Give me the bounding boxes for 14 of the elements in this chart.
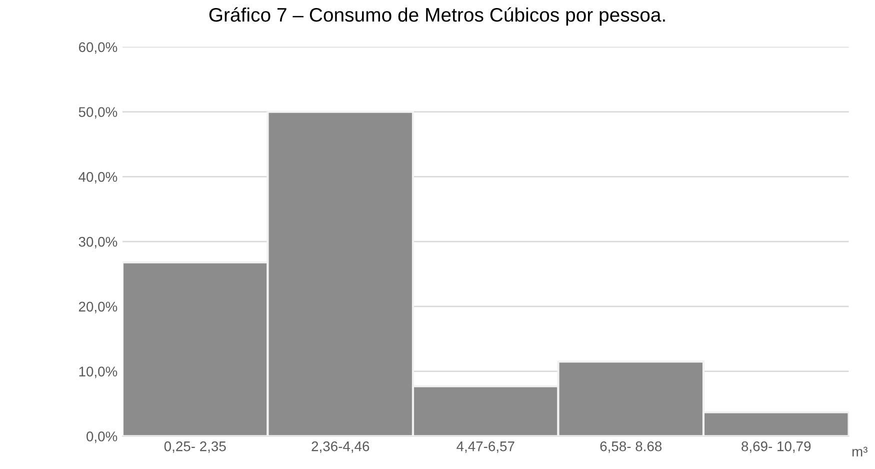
y-tick-label: 50,0% xyxy=(78,107,118,119)
y-tick-label: 30,0% xyxy=(78,236,118,248)
y-tick-label: 60,0% xyxy=(78,42,118,54)
x-tick-label: 8,69- 10,79 xyxy=(742,441,811,453)
x-tick-label: 6,58- 8.68 xyxy=(600,441,662,453)
x-axis-title: m³ xyxy=(852,446,868,456)
y-tick-label: 10,0% xyxy=(79,366,118,378)
chart-title: Gráfico 7 – Consumo de Metros Cúbicos por pessoa. xyxy=(209,7,665,26)
x-tick-label: 4,47-6,57 xyxy=(456,441,514,453)
y-tick-label: 0,0% xyxy=(86,432,118,443)
y-tick-label: 40,0% xyxy=(78,172,118,184)
x-tick-label: 0,25- 2,35 xyxy=(164,441,226,453)
x-tick-label: 2,36-4,46 xyxy=(312,441,370,453)
y-tick-label: 20,0% xyxy=(78,302,118,314)
